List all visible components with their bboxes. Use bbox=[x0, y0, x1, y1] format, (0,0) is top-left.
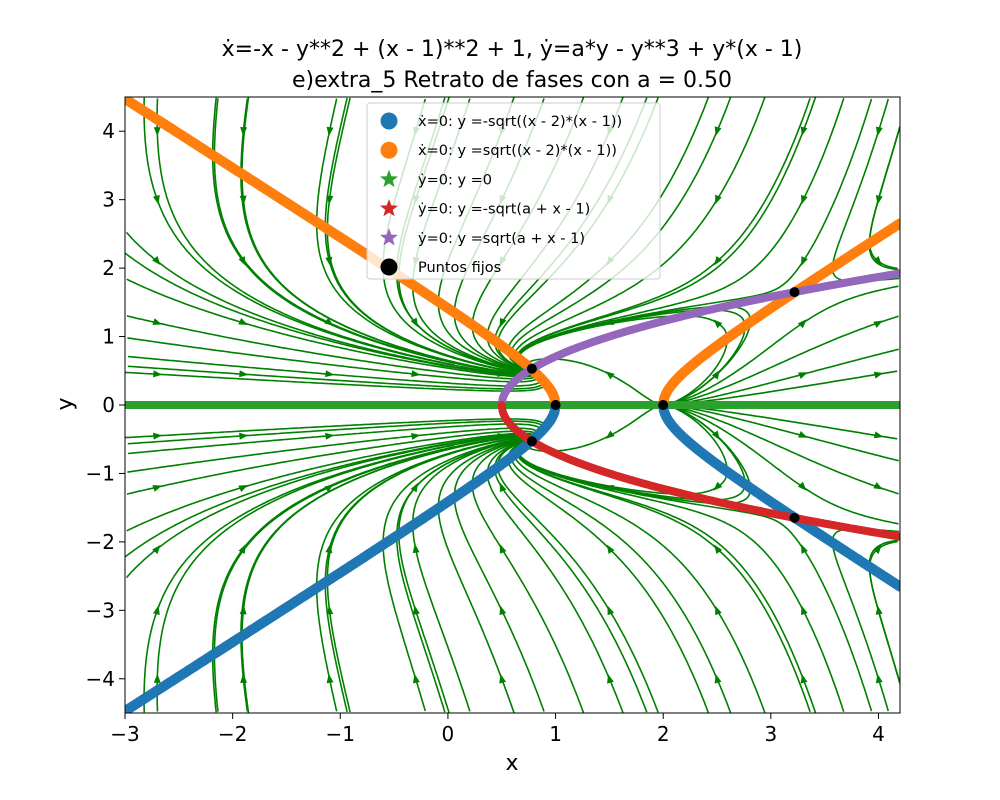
legend-label-1: ẋ=0: y =sqrt((x - 2)*(x - 1)) bbox=[418, 143, 617, 159]
fixed-point-2 bbox=[527, 364, 537, 374]
chart-title-line1: ẋ=-x - y**2 + (x - 1)**2 + 1, ẏ=a*y - y*… bbox=[222, 37, 803, 62]
legend-label-3: ẏ=0: y =-sqrt(a + x - 1) bbox=[418, 202, 590, 218]
legend-marker-0 bbox=[381, 113, 398, 130]
chart-title-line2: e)extra_5 Retrato de fases con a = 0.50 bbox=[292, 68, 732, 93]
fixed-point-4 bbox=[790, 287, 800, 297]
y-tick-label-1: −3 bbox=[86, 598, 115, 622]
x-axis-label: x bbox=[505, 751, 518, 776]
y-tick-label-6: 2 bbox=[102, 256, 115, 280]
y-tick-label-2: −2 bbox=[86, 530, 115, 554]
fixed-point-0 bbox=[551, 400, 561, 410]
x-tick-label-7: 4 bbox=[872, 722, 885, 746]
x-tick-label-2: −1 bbox=[326, 722, 355, 746]
fixed-point-3 bbox=[527, 436, 537, 446]
y-tick-label-5: 1 bbox=[102, 325, 115, 349]
legend-label-5: Puntos fijos bbox=[418, 260, 501, 276]
x-tick-label-5: 2 bbox=[657, 722, 670, 746]
legend-label-0: ẋ=0: y =-sqrt((x - 2)*(x - 1)) bbox=[418, 114, 622, 130]
x-tick-label-6: 3 bbox=[764, 722, 777, 746]
x-tick-label-3: 0 bbox=[442, 722, 455, 746]
y-axis-ticks: −4 −3 −2 −1 0 1 2 3 4 bbox=[86, 119, 125, 691]
x-tick-label-0: −3 bbox=[110, 722, 139, 746]
y-axis-label: y bbox=[53, 397, 78, 410]
y-tick-label-3: −1 bbox=[86, 461, 115, 485]
legend-label-4: ẏ=0: y =sqrt(a + x - 1) bbox=[418, 231, 585, 247]
legend-marker-1 bbox=[381, 142, 398, 159]
legend: ẋ=0: y =-sqrt((x - 2)*(x - 1)) ẋ=0: y =sq… bbox=[367, 103, 660, 279]
legend-label-2: ẏ=0: y =0 bbox=[418, 172, 492, 188]
y-tick-label-7: 3 bbox=[102, 188, 115, 212]
y-tick-label-8: 4 bbox=[102, 119, 115, 143]
legend-marker-5 bbox=[381, 259, 398, 276]
fixed-point-1 bbox=[658, 400, 668, 410]
x-tick-label-1: −2 bbox=[218, 722, 247, 746]
x-tick-label-4: 1 bbox=[549, 722, 562, 746]
y-tick-label-0: −4 bbox=[86, 667, 115, 691]
y-tick-label-4: 0 bbox=[102, 393, 115, 417]
fixed-point-5 bbox=[790, 513, 800, 523]
x-axis-ticks: −3 −2 −1 0 1 2 3 4 bbox=[110, 713, 885, 746]
